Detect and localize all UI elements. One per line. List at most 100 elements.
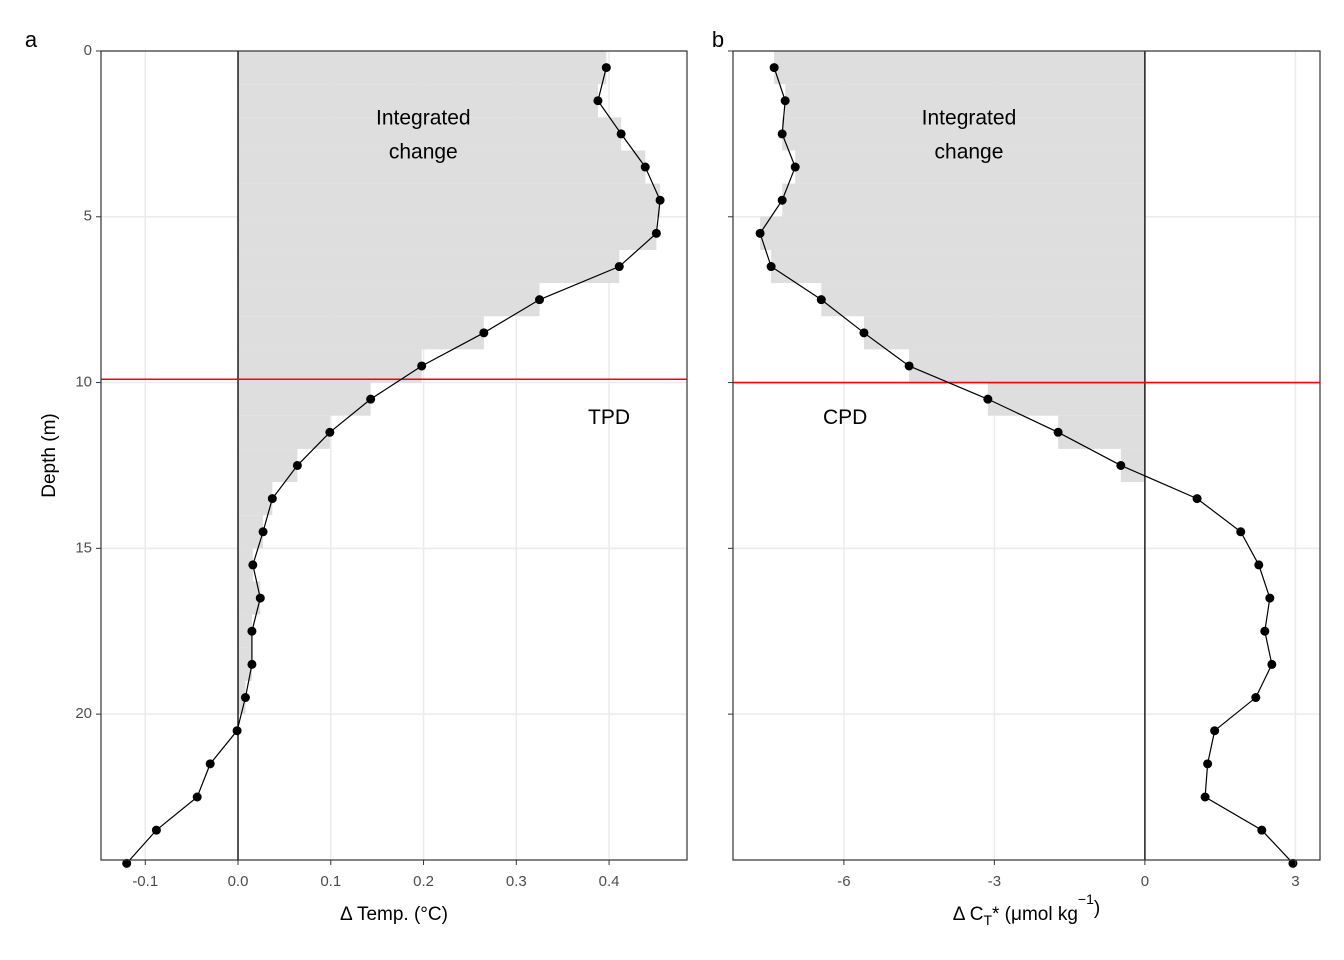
data-point xyxy=(769,63,779,73)
data-point xyxy=(640,162,650,172)
x-tick-label: -6 xyxy=(837,873,850,890)
plot-border xyxy=(732,50,1321,861)
data-point xyxy=(292,460,302,470)
data-point xyxy=(417,361,427,371)
x-tick-label: -3 xyxy=(988,873,1001,890)
data-point xyxy=(983,394,993,404)
data-point xyxy=(790,162,800,172)
data-point xyxy=(1210,726,1220,736)
data-point xyxy=(593,96,603,106)
shaded-area xyxy=(774,51,1145,85)
panel-label: a xyxy=(25,27,38,52)
data-point xyxy=(255,593,265,603)
data-point xyxy=(1053,427,1063,437)
shaded-area xyxy=(1058,415,1145,449)
data-point xyxy=(655,195,665,205)
annotation: Integrated xyxy=(922,107,1017,130)
x-tick-label: 3 xyxy=(1291,873,1299,890)
data-point xyxy=(601,63,611,73)
shaded-area xyxy=(771,249,1145,284)
data-point xyxy=(1203,759,1213,769)
shaded-area xyxy=(821,283,1145,317)
x-tick-label: 0.4 xyxy=(599,873,620,890)
data-point xyxy=(192,792,202,802)
data-point xyxy=(780,96,790,106)
threshold-label: TPD xyxy=(588,406,630,429)
data-point xyxy=(859,328,869,338)
x-tick-label: 0.2 xyxy=(413,873,434,890)
x-axis-title-part: ) xyxy=(1094,898,1100,919)
data-point xyxy=(1200,792,1210,802)
data-point xyxy=(248,560,258,570)
shaded-area xyxy=(782,183,1145,217)
shaded-area xyxy=(238,283,540,317)
data-point xyxy=(816,295,826,305)
data-point xyxy=(240,693,250,703)
data-point xyxy=(1254,560,1264,570)
data-point xyxy=(1251,693,1261,703)
data-point xyxy=(232,726,242,736)
x-tick-label: 0.1 xyxy=(320,873,341,890)
data-point xyxy=(1267,659,1277,669)
data-point xyxy=(777,129,787,139)
shaded-area xyxy=(238,382,371,416)
annotation: change xyxy=(935,141,1004,164)
data-point xyxy=(325,427,335,437)
data-point xyxy=(1116,460,1126,470)
annotation: Integrated xyxy=(376,107,471,130)
data-point xyxy=(205,759,215,769)
shaded-area xyxy=(782,117,1145,151)
panel: TPD Integrated change -0.1 0.0 0.1 0.2 0.3 0.4 0 5… xyxy=(25,27,688,925)
shaded-area xyxy=(238,349,422,383)
shaded-area xyxy=(238,216,657,250)
panel-label: b xyxy=(712,27,724,52)
shaded-area xyxy=(238,249,620,284)
x-axis-title-part: T xyxy=(983,912,992,928)
x-tick-label: 0 xyxy=(1141,873,1149,890)
x-axis-title-part: * (μmol kg xyxy=(992,904,1078,925)
data-point xyxy=(1257,825,1267,835)
data-point xyxy=(777,195,787,205)
data-point xyxy=(247,659,257,669)
shaded-area xyxy=(987,382,1145,416)
y-tick-label: 20 xyxy=(75,705,92,722)
data-point xyxy=(151,825,161,835)
y-axis-title: Depth (m) xyxy=(39,413,60,497)
shaded-area xyxy=(238,84,598,118)
plot-border xyxy=(100,50,688,861)
shaded-area xyxy=(238,150,646,184)
data-point xyxy=(122,858,132,868)
shaded-area xyxy=(238,614,252,648)
annotation: change xyxy=(389,141,458,164)
x-tick-label: 0.0 xyxy=(228,873,249,890)
y-tick-label: 0 xyxy=(84,42,92,59)
shaded-area xyxy=(795,150,1145,184)
data-point xyxy=(755,228,765,238)
x-axis-title: Δ Temp. (°C) xyxy=(340,904,448,925)
y-tick-label: 10 xyxy=(75,374,92,391)
x-axis-title-part: −1 xyxy=(1078,891,1094,907)
data-point xyxy=(267,494,277,504)
x-axis-title: Δ CT* (μmol kg−1) xyxy=(953,891,1100,928)
threshold-label: CPD xyxy=(823,406,867,429)
x-axis-title-part: Δ C xyxy=(953,904,984,925)
shaded-area xyxy=(238,448,298,483)
data-point xyxy=(904,361,914,371)
shaded-area xyxy=(238,117,622,151)
data-point xyxy=(1260,626,1270,636)
data-point xyxy=(479,328,489,338)
data-point xyxy=(247,626,257,636)
data-point xyxy=(651,228,661,238)
x-tick-label: 0.3 xyxy=(506,873,527,890)
data-point xyxy=(1192,494,1202,504)
shaded-area xyxy=(238,183,661,217)
data-point xyxy=(616,129,626,139)
shaded-area xyxy=(863,316,1145,350)
data-point xyxy=(614,262,624,272)
shaded-area xyxy=(909,349,1145,383)
y-tick-label: 5 xyxy=(84,208,92,225)
x-tick-label: -0.1 xyxy=(132,873,158,890)
shaded-area xyxy=(760,216,1145,250)
shaded-area xyxy=(238,316,484,350)
